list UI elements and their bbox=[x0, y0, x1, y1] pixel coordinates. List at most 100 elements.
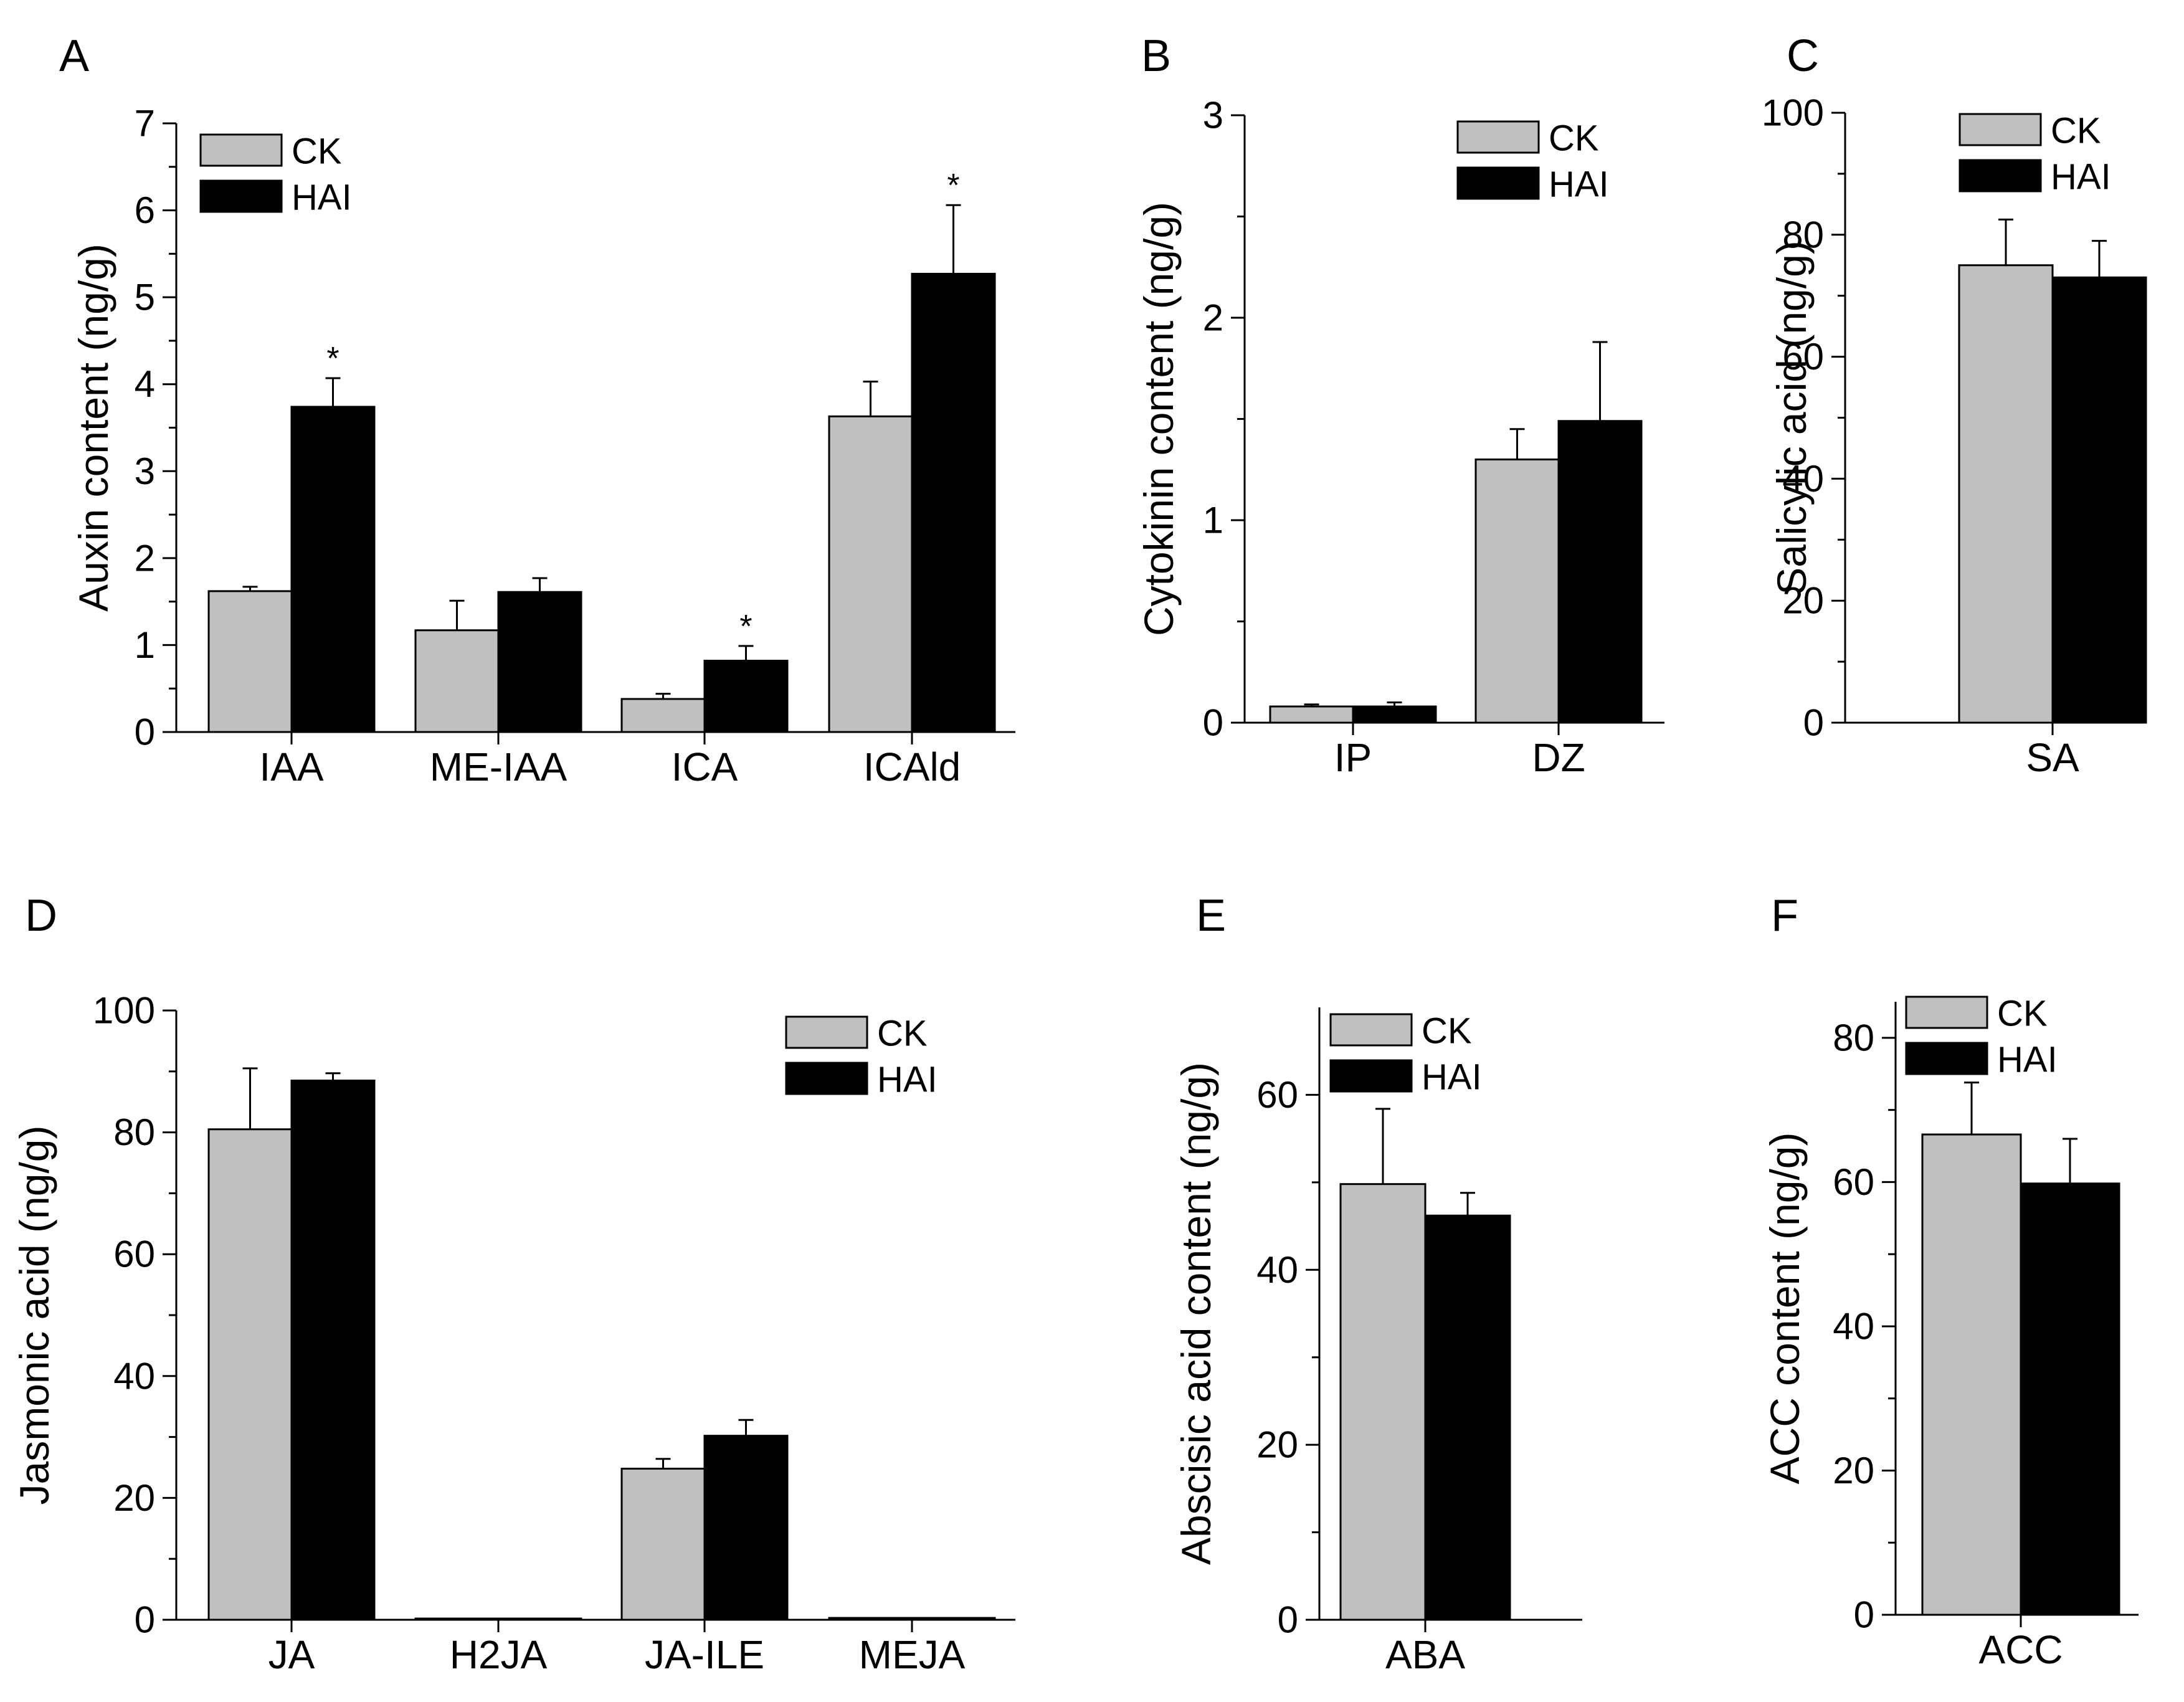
y-tick-label: 60 bbox=[1782, 336, 1824, 378]
panel-letter: B bbox=[1141, 31, 1171, 81]
y-tick-label: 100 bbox=[1762, 92, 1824, 134]
y-tick-label: 60 bbox=[1833, 1161, 1874, 1203]
x-tick-label: JA bbox=[268, 1632, 315, 1677]
y-tick-label: 3 bbox=[135, 450, 155, 492]
legend-swatch-hai bbox=[1958, 159, 2042, 193]
y-tick-label: 0 bbox=[1803, 702, 1824, 744]
legend-swatch-ck bbox=[1456, 120, 1540, 154]
bar-hai-iaa bbox=[290, 406, 376, 733]
bar-ck-ip bbox=[1269, 705, 1354, 724]
y-tick-label: 60 bbox=[1256, 1074, 1298, 1116]
y-tick-label: 0 bbox=[1278, 1599, 1298, 1641]
x-tick-label: JA-ILE bbox=[645, 1632, 764, 1677]
legend-swatch-ck bbox=[785, 1015, 868, 1049]
bar-hai-me-iaa bbox=[497, 591, 582, 733]
bar-ck-acc bbox=[1921, 1133, 2022, 1616]
y-axis-title: Auxin content (ng/g) bbox=[70, 244, 116, 612]
legend-label-ck: CK bbox=[1422, 1011, 1472, 1052]
bar-hai-sa bbox=[2051, 276, 2147, 724]
y-axis-title: Cytokinin content (ng/g) bbox=[1136, 202, 1182, 636]
legend-label-ck: CK bbox=[1997, 994, 2048, 1034]
bar-hai-aba bbox=[1424, 1214, 1511, 1621]
bar-hai-ica bbox=[703, 660, 789, 733]
x-tick-label: ME-IAA bbox=[430, 744, 567, 789]
y-tick-label: 80 bbox=[1833, 1017, 1874, 1058]
legend-swatch-ck bbox=[1958, 113, 2042, 146]
legend-swatch-hai bbox=[1905, 1042, 1988, 1075]
x-tick-label: MEJA bbox=[859, 1632, 966, 1677]
panel-a: A IAA ME-IAA ICA ICAld * * * 0 1 2 3 4 5 6 7 Auxin conte… bbox=[59, 31, 1015, 789]
panel-d: D JA H2JA JA-ILE MEJA 0 20 40 60 80 100 Jasmonic ac… bbox=[11, 891, 1015, 1677]
bar-hai-acc bbox=[2020, 1182, 2120, 1616]
y-tick-label: 4 bbox=[135, 363, 155, 405]
legend-swatch-hai bbox=[785, 1062, 868, 1095]
bar-hai-icald bbox=[911, 272, 996, 733]
bar-ck-ja bbox=[207, 1128, 293, 1621]
y-tick-label: 20 bbox=[113, 1477, 155, 1519]
x-tick-label: ACC bbox=[1978, 1627, 2063, 1672]
panel-b: B IP DZ 0 1 2 3 Cytokinin content (ng/g) CK HAI bbox=[1136, 31, 1664, 780]
y-tick-label: 3 bbox=[1203, 95, 1223, 136]
y-tick-label: 1 bbox=[135, 624, 155, 666]
bar-ck-aba bbox=[1339, 1183, 1427, 1621]
y-tick-label: 6 bbox=[135, 189, 155, 231]
y-tick-label: 20 bbox=[1782, 580, 1824, 622]
legend-label-ck: CK bbox=[877, 1014, 928, 1054]
y-axis-title: Abscisic acid content (ng/g) bbox=[1173, 1062, 1219, 1565]
y-axis-title: ACC content (ng/g) bbox=[1762, 1133, 1808, 1485]
bar-hai-dz bbox=[1557, 420, 1643, 724]
x-tick-label: ICA bbox=[672, 744, 738, 789]
panel-letter: D bbox=[25, 891, 57, 941]
bar-ck-dz bbox=[1474, 459, 1560, 724]
legend-label-hai: HAI bbox=[877, 1060, 938, 1100]
bar-ck-me-iaa bbox=[414, 629, 500, 733]
legend-swatch-hai bbox=[1456, 166, 1540, 200]
x-tick-label: H2JA bbox=[450, 1632, 548, 1677]
y-tick-label: 20 bbox=[1256, 1424, 1298, 1466]
y-tick-label: 40 bbox=[1782, 458, 1824, 500]
y-tick-label: 0 bbox=[1854, 1594, 1874, 1636]
panel-letter: C bbox=[1787, 31, 1819, 81]
y-axis-title: Jasmonic acid (ng/g) bbox=[11, 1126, 57, 1505]
legend-label-ck: CK bbox=[292, 131, 342, 172]
legend-label-hai: HAI bbox=[1422, 1057, 1482, 1098]
legend-label-ck: CK bbox=[2051, 111, 2101, 151]
bar-ck-ica bbox=[620, 698, 706, 733]
y-tick-label: 60 bbox=[113, 1234, 155, 1275]
legend-swatch-ck bbox=[1905, 996, 1988, 1029]
y-axis-title: Salicylic acid (ng/g) bbox=[1769, 240, 1815, 595]
y-tick-label: 5 bbox=[135, 277, 155, 318]
y-tick-label: 80 bbox=[1782, 214, 1824, 255]
y-tick-label: 40 bbox=[113, 1355, 155, 1397]
x-tick-label: IAA bbox=[259, 744, 323, 789]
y-tick-label: 0 bbox=[1203, 702, 1223, 744]
legend-label-hai: HAI bbox=[1549, 164, 1609, 205]
panel-f: F ACC 0 20 40 60 80 ACC content (ng/g) CK HAI bbox=[1762, 891, 2139, 1672]
panel-letter: F bbox=[1771, 891, 1798, 941]
legend-swatch-hai bbox=[199, 179, 283, 213]
bar-hai-ja-ile bbox=[703, 1435, 789, 1621]
panel-letter: E bbox=[1196, 891, 1226, 941]
y-tick-label: 7 bbox=[135, 103, 155, 145]
y-tick-label: 100 bbox=[93, 990, 155, 1032]
panel-letter: A bbox=[59, 31, 89, 81]
significance-star: * bbox=[326, 341, 339, 377]
bar-ck-icald bbox=[828, 415, 913, 733]
legend-label-hai: HAI bbox=[1997, 1040, 2058, 1080]
y-tick-label: 40 bbox=[1833, 1305, 1874, 1347]
bar-hai-ip bbox=[1352, 705, 1437, 724]
bar-ck-sa bbox=[1958, 264, 2054, 724]
y-tick-label: 0 bbox=[135, 711, 155, 753]
y-tick-label: 80 bbox=[113, 1111, 155, 1153]
panel-e: E ABA 0 20 40 60 Abscisic acid content (ng/g) C… bbox=[1173, 891, 1582, 1677]
significance-star: * bbox=[947, 168, 959, 204]
bar-hai-ja bbox=[290, 1079, 376, 1621]
bar-ck-iaa bbox=[207, 590, 293, 733]
x-tick-label: DZ bbox=[1532, 735, 1585, 780]
legend-swatch-ck bbox=[1329, 1013, 1413, 1047]
bar-ck-ja-ile bbox=[620, 1467, 706, 1621]
y-tick-label: 2 bbox=[1203, 297, 1223, 339]
y-tick-label: 1 bbox=[1203, 500, 1223, 541]
legend-label-ck: CK bbox=[1549, 118, 1599, 159]
y-tick-label: 20 bbox=[1833, 1450, 1874, 1491]
